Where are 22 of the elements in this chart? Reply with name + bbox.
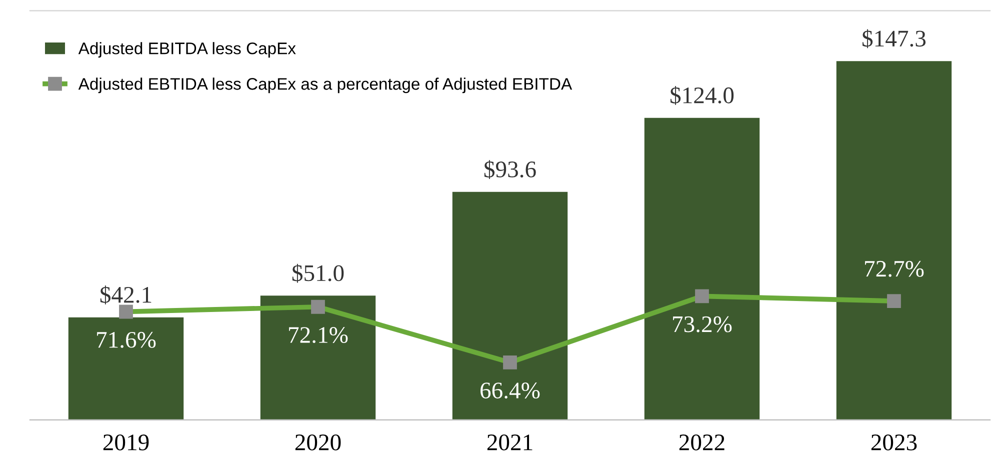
data-label: 66.4% bbox=[480, 382, 540, 399]
data-label: $124.0 bbox=[670, 86, 734, 105]
data-label: $42.1 bbox=[100, 286, 152, 304]
data-label: 71.6% bbox=[97, 332, 156, 348]
legend-label: Adjusted EBTIDA less CapEx as a percentage of Adjusted EBITDA bbox=[78, 78, 572, 94]
data-label: $147.3 bbox=[862, 29, 926, 48]
data-label: 73.2% bbox=[673, 316, 732, 332]
data-label: $93.6 bbox=[484, 160, 536, 179]
data-label: $51.0 bbox=[292, 264, 344, 283]
bar bbox=[644, 118, 760, 420]
x-tick-label: 2019 bbox=[103, 434, 149, 450]
bar bbox=[452, 192, 568, 420]
x-tick-label: 2023 bbox=[871, 434, 917, 450]
bar bbox=[836, 61, 952, 420]
x-tick-label: 2020 bbox=[295, 434, 341, 450]
bar bbox=[68, 317, 184, 420]
data-label: 72.7% bbox=[865, 260, 924, 277]
x-tick-label: 2021 bbox=[487, 434, 532, 450]
legend-label: Adjusted EBITDA less CapEx bbox=[78, 42, 296, 58]
x-tick-label: 2022 bbox=[679, 434, 724, 450]
bar bbox=[260, 296, 376, 420]
data-label: 72.1% bbox=[289, 327, 348, 344]
